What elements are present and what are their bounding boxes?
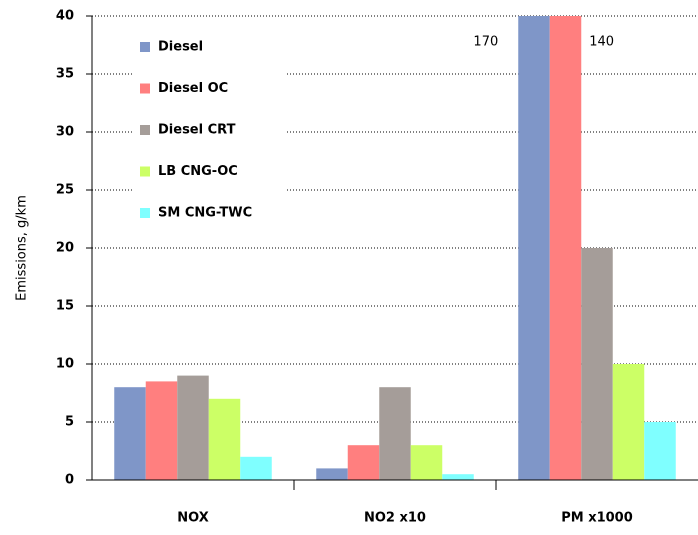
data-label: 140: [589, 35, 614, 50]
bar: [208, 398, 241, 480]
bars: [114, 16, 676, 480]
overlay: 0 5 10 15 20 25 30 35 40 NOX NO2 x10 PM x1000 170 140…: [56, 9, 698, 526]
legend-label: SM CNG-TWC: [158, 206, 252, 221]
bar: [410, 445, 443, 480]
legend-label: Diesel OC: [158, 81, 228, 96]
y-tick-label: 0: [65, 473, 74, 488]
y-tick-label: 5: [65, 415, 74, 430]
bar: [316, 468, 348, 480]
bar: [240, 456, 272, 480]
y-tick-label: 20: [56, 241, 74, 256]
x-tick-label: NO2 x10: [364, 511, 426, 526]
bar: [347, 445, 380, 480]
y-tick-label: 40: [56, 9, 74, 24]
bar: [612, 364, 645, 480]
y-axis-label: Emissions, g/km: [15, 195, 30, 301]
bar: [549, 16, 582, 480]
bar: [644, 422, 676, 480]
legend-label: Diesel: [158, 40, 203, 55]
bar: [114, 387, 146, 480]
data-label: 170: [473, 35, 498, 50]
bar: [442, 474, 474, 480]
legend-swatch: [140, 42, 150, 52]
bar: [581, 248, 613, 480]
y-tick-label: 30: [56, 125, 74, 140]
legend-swatch: [140, 125, 150, 135]
y-tick-label: 25: [56, 183, 74, 198]
y-tick-label: 10: [56, 357, 74, 372]
y-tick-label: 35: [56, 67, 74, 82]
legend-swatch: [140, 83, 150, 94]
legend-background: [133, 32, 285, 232]
bar: [145, 381, 178, 480]
x-tick-label: NOX: [177, 511, 209, 526]
bar: [379, 387, 411, 480]
x-tick-label: PM x1000: [561, 511, 633, 526]
legend-swatch: [140, 208, 150, 218]
legend-label: Diesel CRT: [158, 123, 236, 138]
y-tick-label: 15: [56, 299, 74, 314]
legend-swatch: [140, 166, 150, 177]
bar: [518, 16, 550, 480]
legend-label: LB CNG-OC: [158, 164, 238, 179]
bar: [177, 375, 209, 480]
